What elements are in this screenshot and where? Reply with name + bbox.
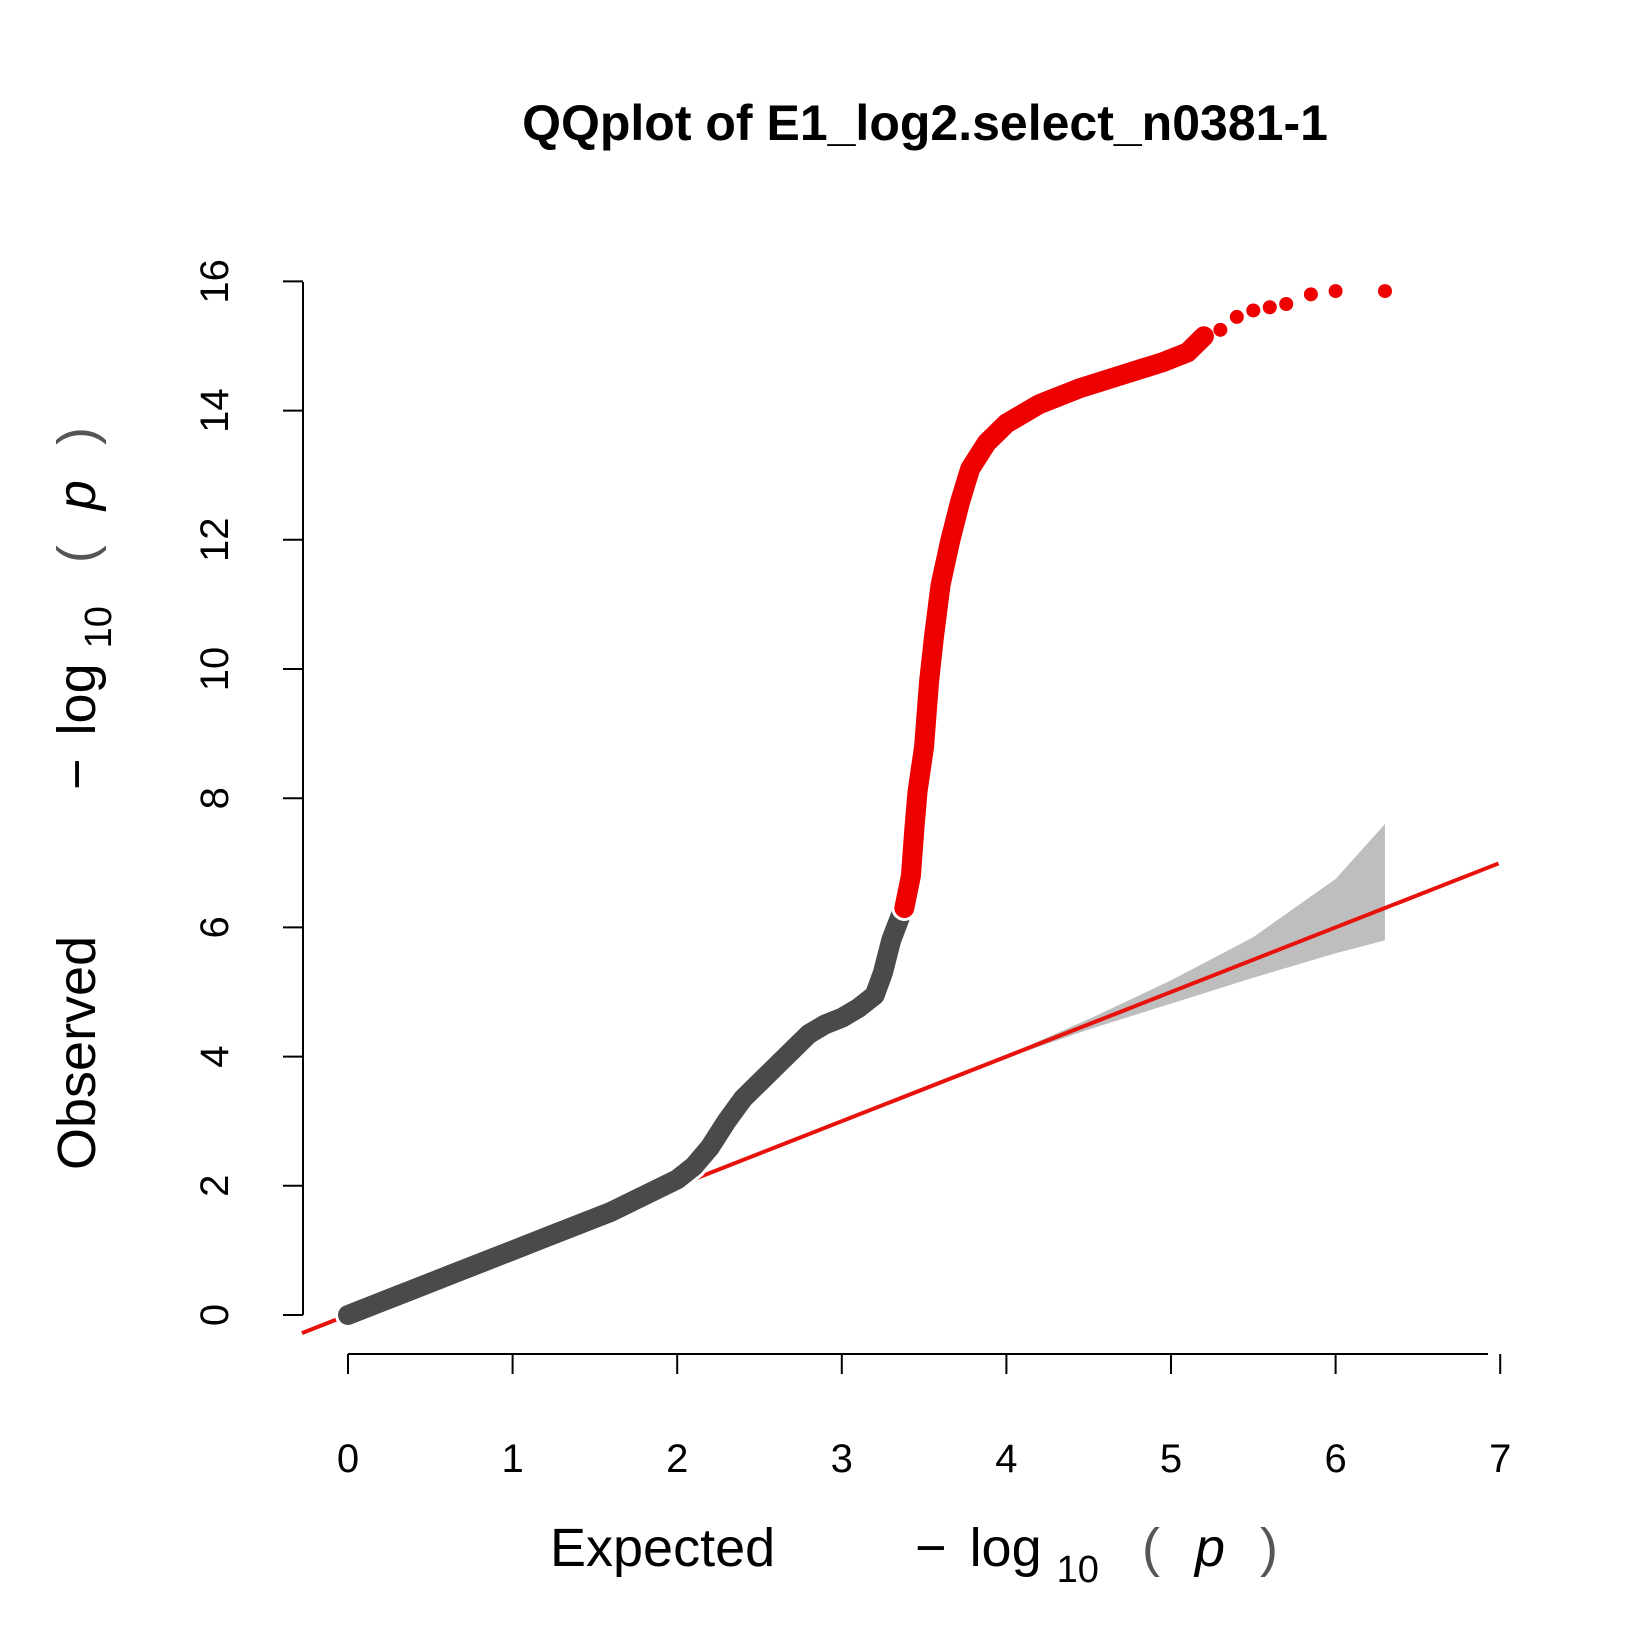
y-tick-label: 16 [193, 259, 237, 304]
y-axis-label: Observed − log 10 ( p ) [47, 427, 123, 1170]
data-point [907, 823, 922, 838]
x-tick-label: 6 [1324, 1437, 1346, 1481]
data-point [1213, 322, 1228, 337]
x-tick-label: 5 [1160, 1437, 1182, 1481]
data-point [922, 674, 937, 689]
data-point [884, 933, 899, 948]
data-point [406, 1282, 421, 1297]
data-point [341, 1308, 355, 1322]
data-point [538, 1230, 553, 1245]
data-point [439, 1269, 454, 1284]
data-point [1155, 355, 1170, 370]
data-point [1377, 284, 1392, 299]
y-axis-label-prefix: Observed [47, 936, 107, 1170]
series-halo [891, 278, 1398, 922]
y-axis-label-var: p [47, 480, 107, 512]
series-halo [335, 901, 915, 1328]
data-point [897, 901, 912, 916]
data-point [736, 1091, 751, 1106]
data-point [1032, 397, 1047, 412]
y-tick-label: 12 [193, 518, 237, 563]
data-point [1328, 284, 1343, 299]
data-point [851, 1001, 866, 1016]
data-point [875, 965, 890, 980]
data-point [571, 1217, 586, 1232]
y-axis-label-log: log [47, 663, 107, 735]
x-axis-label-prefix: Expected [550, 1518, 775, 1578]
x-tick-label: 4 [995, 1437, 1017, 1481]
data-point [1262, 300, 1277, 315]
data-point [999, 416, 1014, 431]
data-point [933, 578, 948, 593]
data-point [801, 1026, 816, 1041]
data-point [943, 532, 958, 547]
data-point [1073, 380, 1088, 395]
x-axis-label-var: p [1193, 1518, 1225, 1578]
data-point [926, 629, 941, 644]
y-tick-label: 2 [193, 1175, 237, 1197]
x-tick-label: 0 [337, 1437, 359, 1481]
series-1 [891, 278, 1398, 922]
data-point [719, 1114, 734, 1129]
x-axis-label-sub: 10 [1057, 1549, 1099, 1591]
y-tick-label: 6 [193, 916, 237, 938]
y-axis-label-rparen: ) [47, 427, 107, 445]
data-point [818, 1017, 833, 1032]
x-tick-label: 7 [1489, 1437, 1511, 1481]
plot-area [301, 278, 1500, 1335]
data-point [472, 1256, 487, 1271]
y-axis-label-minus: − [47, 758, 107, 790]
data-point [903, 868, 918, 883]
data-point [505, 1243, 520, 1258]
data-point [670, 1172, 685, 1187]
data-point [1279, 297, 1294, 312]
data-point [1246, 303, 1261, 318]
data-point [1229, 309, 1244, 324]
chart-title: QQplot of E1_log2.select_n0381-1 [522, 95, 1328, 151]
data-point [1180, 345, 1195, 360]
series-trace [338, 904, 912, 1325]
data-point [768, 1059, 783, 1074]
data-point [637, 1188, 652, 1203]
data-point [785, 1043, 800, 1058]
x-tick-label: 3 [831, 1437, 853, 1481]
y-tick-label: 14 [193, 388, 237, 433]
y-axis-label-sub: 10 [78, 606, 120, 648]
y-tick-label: 8 [193, 787, 237, 809]
data-point [910, 784, 925, 799]
x-axis-label-lparen: ( [1142, 1518, 1160, 1578]
series-trace [894, 326, 1214, 919]
data-point [1196, 329, 1211, 344]
data-point [1114, 368, 1129, 383]
y-axis-label-lparen: ( [47, 545, 107, 563]
y-tick-label: 0 [193, 1304, 237, 1326]
data-point [604, 1204, 619, 1219]
x-axis-label-log: log [970, 1518, 1042, 1578]
data-point [979, 435, 994, 450]
data-point [867, 988, 882, 1003]
data-point [703, 1140, 718, 1155]
x-axis-label-minus: − [915, 1518, 947, 1578]
x-tick-label: 2 [666, 1437, 688, 1481]
x-axis-label-rparen: ) [1260, 1518, 1278, 1578]
x-tick-label: 1 [501, 1437, 523, 1481]
data-point [963, 461, 978, 476]
x-axis-label: Expected − log 10 ( p ) [550, 1518, 1278, 1594]
data-point [834, 1010, 849, 1025]
data-point [917, 739, 932, 754]
y-axis: 0 2 4 6 8 10 12 14 16 [193, 259, 304, 1326]
data-point [373, 1295, 388, 1310]
series-0 [335, 901, 915, 1328]
data-point [752, 1075, 767, 1090]
x-axis: 0 1 2 3 4 5 6 7 [337, 1353, 1511, 1481]
confidence-band [1006, 824, 1385, 1058]
y-tick-label: 4 [193, 1045, 237, 1067]
data-point [953, 494, 968, 509]
data-point [1303, 287, 1318, 302]
y-tick-label: 10 [193, 647, 237, 692]
data-point [686, 1159, 701, 1174]
